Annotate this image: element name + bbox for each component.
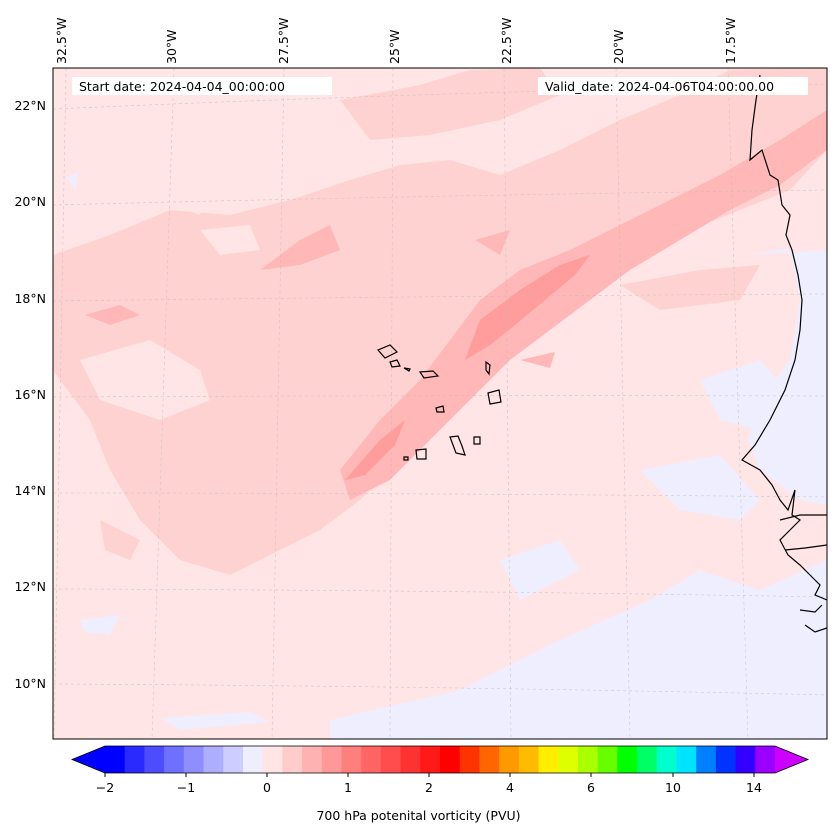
valid-date-box xyxy=(538,77,808,95)
colorbar-tick-label: 2 xyxy=(425,780,433,795)
pv-low-positive-region xyxy=(53,68,827,575)
colorbar-segment xyxy=(183,746,205,773)
date-annotations: Start date: 2024-04-04_00:00:00 Valid_da… xyxy=(72,77,808,95)
graticule xyxy=(53,68,827,739)
colorbar-tick-label: 14 xyxy=(746,780,762,795)
colorbar-segment xyxy=(282,746,303,773)
lon-label: 22.5°W xyxy=(499,18,514,64)
colorbar-segment xyxy=(735,746,756,773)
colorbar-segment xyxy=(105,746,126,773)
colorbar-segment xyxy=(696,746,717,773)
colorbar-segment xyxy=(715,746,737,773)
colorbar-tick-label: −2 xyxy=(96,780,114,795)
lat-label: 16°N xyxy=(14,387,46,402)
colorbar-extend-min xyxy=(72,746,105,773)
lon-label: 17.5°W xyxy=(723,18,738,64)
map-frame xyxy=(52,67,828,740)
lon-label: 20°W xyxy=(611,29,626,64)
coastline-guinea xyxy=(779,514,827,633)
colorbar-segment xyxy=(420,746,441,773)
lon-label: 30°W xyxy=(164,29,179,64)
map-panel xyxy=(53,68,827,739)
cape-verde-islands xyxy=(376,344,502,461)
pv-mid-positive-region xyxy=(85,110,827,500)
lat-label: 18°N xyxy=(14,291,46,306)
colorbar-title: 700 hPa potenital vorticity (PVU) xyxy=(316,808,521,823)
pv-negative-patches xyxy=(66,172,827,739)
colorbar-segment xyxy=(400,746,421,773)
colorbar-segment xyxy=(242,746,264,773)
colorbar-segment xyxy=(459,746,480,773)
colorbar xyxy=(70,745,810,774)
colorbar-segment xyxy=(321,746,342,773)
colorbar-segment xyxy=(617,746,638,773)
colorbar-segment xyxy=(656,746,677,773)
valid-date-text: Valid_date: 2024-04-06T04:00:00.00 xyxy=(545,79,774,94)
colorbar-segment xyxy=(499,746,520,773)
colorbar-tick-label: 6 xyxy=(587,780,595,795)
colorbar-segment xyxy=(577,746,599,773)
colorbar-segment xyxy=(164,746,185,773)
start-date-text: Start date: 2024-04-04_00:00:00 xyxy=(79,79,285,94)
colorbar-segment xyxy=(597,746,618,773)
lat-label: 12°N xyxy=(14,579,46,594)
pv-background-pockets xyxy=(80,145,400,420)
colorbar-segment xyxy=(558,746,579,773)
latitude-labels: 22°N 20°N 18°N 16°N 14°N 12°N 10°N xyxy=(14,98,46,691)
colorbar-segment xyxy=(361,746,382,773)
coastline-africa xyxy=(741,74,827,601)
colorbar-segment xyxy=(479,746,500,773)
colorbar-segment xyxy=(124,746,145,773)
colorbar-tick-label: 1 xyxy=(344,780,352,795)
lat-label: 22°N xyxy=(14,98,46,113)
colorbar-tick-label: 0 xyxy=(263,780,271,795)
colorbar-segment xyxy=(144,746,165,773)
lat-label: 20°N xyxy=(14,194,46,209)
longitude-labels: 32.5°W 30°W 27.5°W 25°W 22.5°W 20°W 17.5… xyxy=(54,18,738,64)
colorbar-segment xyxy=(676,746,697,773)
colorbar-segment xyxy=(380,746,402,773)
colorbar-extend-max xyxy=(775,746,808,773)
start-date-box xyxy=(72,77,332,95)
lon-label: 27.5°W xyxy=(276,18,291,64)
colorbar-segment xyxy=(302,746,323,773)
colorbar-segment xyxy=(341,746,362,773)
colorbar-segment xyxy=(518,746,540,773)
colorbar-segment xyxy=(223,746,244,773)
colorbar-segment xyxy=(637,746,658,773)
colorbar-tick-label: −1 xyxy=(177,780,195,795)
lat-label: 10°N xyxy=(14,676,46,691)
colorbar-segment xyxy=(440,746,461,773)
colorbar-ticks: −2 −1 0 1 2 4 6 10 14 xyxy=(96,773,762,795)
colorbar-tick-label: 10 xyxy=(665,780,681,795)
pv-high-positive-region xyxy=(345,255,590,480)
lat-label: 14°N xyxy=(14,483,46,498)
colorbar-segment xyxy=(262,746,283,773)
colorbar-tick-label: 4 xyxy=(506,780,514,795)
lon-label: 25°W xyxy=(387,29,402,64)
colorbar-segment xyxy=(203,746,224,773)
lon-label: 32.5°W xyxy=(54,18,69,64)
colorbar-segment xyxy=(538,746,559,773)
colorbar-segment xyxy=(755,746,776,773)
